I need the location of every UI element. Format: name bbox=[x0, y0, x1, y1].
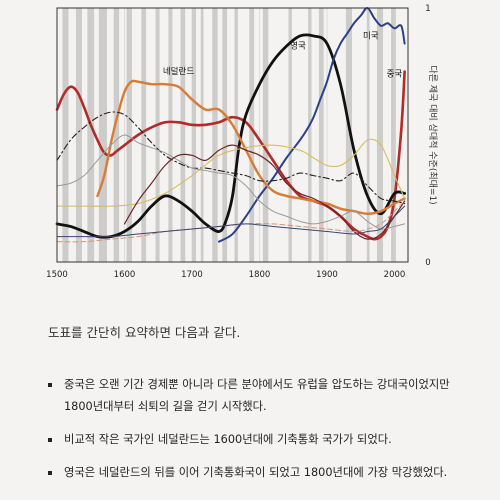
shaded-period bbox=[222, 8, 228, 262]
plot-frame bbox=[56, 7, 409, 263]
series-label: 네덜란드 bbox=[163, 66, 194, 77]
x-tick-label: 2000 bbox=[384, 270, 406, 280]
shaded-period bbox=[308, 8, 312, 262]
series-line-미국 bbox=[218, 7, 406, 243]
series-line-other-dashdot bbox=[56, 111, 406, 205]
shaded-period bbox=[87, 8, 95, 262]
x-tick-label: 1900 bbox=[316, 270, 338, 280]
series-line-영국 bbox=[55, 33, 407, 239]
shaded-period bbox=[345, 8, 352, 262]
shaded-period bbox=[168, 8, 173, 262]
y-tick-label: 1 bbox=[425, 4, 430, 14]
x-tick-label: 1600 bbox=[114, 270, 136, 280]
series-label: 중국 bbox=[387, 70, 403, 80]
bullet-item-china: 중국은 오랜 기간 경제뿐 아니라 다른 분야에서도 유럽을 압도하는 강대국이… bbox=[48, 374, 478, 418]
shaded-period bbox=[391, 8, 396, 262]
conflict-period-shading bbox=[62, 8, 396, 262]
shaded-period bbox=[180, 8, 186, 262]
shaded-period bbox=[155, 8, 160, 262]
y-axis-label: 다른 제국 대비 상대적 수준(최대=1) bbox=[427, 65, 439, 204]
shaded-period bbox=[113, 8, 120, 262]
x-tick-label: 1700 bbox=[181, 270, 203, 280]
bullet-item-netherlands: 비교적 작은 국가인 네덜란드는 1600년대에 기축통화 국가가 되었다. bbox=[48, 429, 478, 451]
series-label: 영국 bbox=[290, 41, 306, 52]
series-line-other-maroon bbox=[123, 144, 406, 240]
series-line-other-navy bbox=[56, 205, 406, 238]
axis-ticks: 1500 1600 1700 1800 1900 2000 0 1 bbox=[46, 4, 431, 280]
shaded-period bbox=[376, 8, 384, 262]
shaded-period bbox=[200, 8, 204, 262]
y-tick-label: 0 bbox=[425, 258, 430, 268]
summary-text: 도표를 간단히 요약하면 다음과 같다. bbox=[48, 325, 241, 340]
shaded-period bbox=[262, 8, 269, 262]
shaded-period bbox=[249, 8, 255, 262]
shaded-period bbox=[288, 8, 292, 262]
shaded-period bbox=[98, 8, 107, 262]
bullet-item-britain: 영국은 네덜란드의 뒤를 이어 기축통화국이 되었고 1800년대에 가장 막강… bbox=[48, 462, 478, 484]
data-series bbox=[55, 7, 407, 243]
shaded-period bbox=[62, 8, 69, 262]
shaded-period bbox=[234, 8, 238, 262]
shaded-period bbox=[212, 8, 218, 262]
shaded-period bbox=[126, 8, 132, 262]
x-tick-label: 1800 bbox=[249, 270, 271, 280]
series-line-네덜란드 bbox=[96, 79, 406, 215]
series-line-중국 bbox=[55, 70, 406, 241]
x-tick-label: 1500 bbox=[46, 270, 68, 280]
series-line-other-gray bbox=[56, 134, 406, 230]
shaded-period bbox=[366, 8, 370, 262]
shaded-period bbox=[192, 8, 197, 262]
series-line-other-salmon-dash bbox=[56, 200, 406, 243]
shaded-period bbox=[318, 8, 324, 262]
bullet-list: 중국은 오랜 기간 경제뿐 아니라 다른 분야에서도 유럽을 압도하는 강대국이… bbox=[48, 374, 478, 495]
shaded-period bbox=[141, 8, 147, 262]
shaded-period bbox=[75, 8, 82, 262]
series-label: 미국 bbox=[363, 31, 379, 41]
